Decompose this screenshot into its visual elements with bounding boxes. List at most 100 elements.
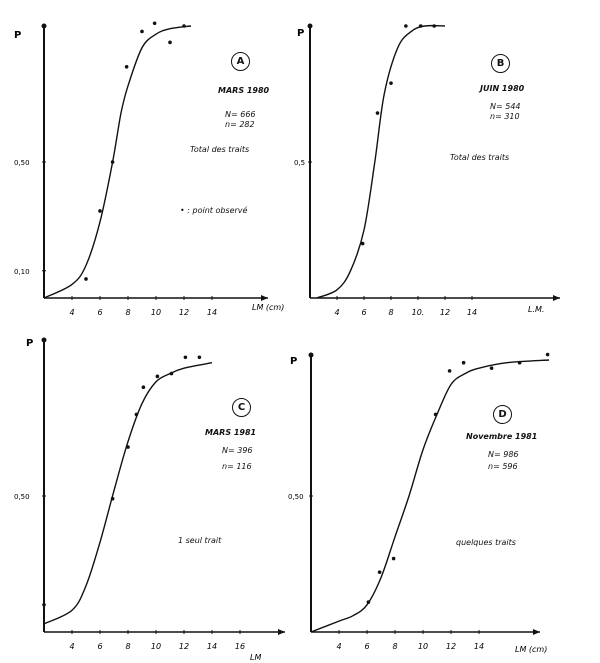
panel-d-x-label: LM (cm) [515,645,547,654]
panel-c-observed-point [134,412,139,417]
panel-a-n: n= 282 [225,120,255,129]
panel-d-observed-point [447,369,452,373]
panel-d-observed-point [391,556,396,561]
panel-b-N: N= 544 [490,102,521,111]
panel-a-note: Total des traits [190,145,250,154]
panel-d-y-label: P [290,356,297,367]
panel-c-observed-point [126,445,130,449]
panel-a-observed-point [98,209,102,213]
panel-d-observed-point [366,600,371,604]
panel-a-x-tick-label: 10 [151,308,161,317]
panel-b-x-label: L.M. [528,305,544,314]
panel-a-x-label: LM (cm) [252,303,284,312]
panel-a-y-tick-label: 0,10 [14,268,30,276]
panel-a-y-tick-label: 0,50 [14,159,30,167]
panel-d-n: n= 596 [488,462,518,471]
panel-d-observed-point [433,412,438,417]
panel-c-note: 1 seul trait [178,536,222,545]
panel-a-observed-point [152,21,157,26]
panel-b-observed-point [418,24,423,28]
panel-b-x-tick-label: 10. [412,308,425,317]
panel-d-fitted-curve [310,359,550,633]
panel-c: 4 6 8 10 12 14 16 0,50 P LM [14,337,285,662]
panel-a-observed-point [182,24,186,28]
panel-c-observed-point [169,371,174,376]
panel-b-fitted-curve [316,24,446,299]
panel-d-x-tick-label: 8 [392,642,397,651]
panel-d-N: N= 986 [488,450,519,459]
panel-c-x-tick-label: 8 [125,642,130,651]
panel-a-x-tick-label: 8 [125,308,130,317]
panel-b-x-tick-label: 6 [361,308,366,317]
panel-b-observed-point [360,241,365,246]
panel-c-x-label: LM [250,653,261,662]
panel-d-x-tick-label: 12 [446,642,456,651]
panel-b: 4 6 8 10. 12 14 0,5 P L.M. [294,23,560,317]
panel-c-x-tick-label: 12 [179,642,189,651]
panel-d-observed-point [461,360,466,365]
panel-a-x-tick-label: 12 [179,308,189,317]
panel-c-observed-point [110,496,115,501]
panel-c-observed-point [141,385,146,390]
panel-c-observed-point [183,355,188,360]
panel-b-x-tick-label: 8 [388,308,393,317]
panel-d-x-tick-label: 4 [336,642,341,651]
panel-b-note: Total des traits [450,153,510,162]
panel-d-observed-point [517,360,522,365]
panel-b-x-arrow [553,295,560,301]
panel-c-x-tick-label: 10 [151,642,161,651]
panel-b-label: B [491,54,510,73]
panel-a-observed-point [110,160,115,164]
panel-b-x-tick-label: 4 [334,308,339,317]
panel-a-fitted-curve [43,25,192,299]
panel-b-y-arrow [307,23,313,29]
panel-d-observed-point [545,352,550,357]
panel-c-N: N= 396 [222,446,253,455]
panel-d: 4 6 8 10 12 14 0,50 P LM (cm) [288,352,550,654]
panel-b-observed-point [375,111,380,115]
panel-b-y-label: P [297,28,304,39]
panel-c-x-tick-label: 6 [97,642,102,651]
panel-a-label: A [231,52,250,71]
panel-a-y-arrow [41,23,47,29]
panel-d-observed-point [377,570,382,574]
panel-c-fitted-curve [43,362,213,625]
panel-b-observed-point [404,24,408,28]
panel-a: 4 6 8 10 12 14 0,10 0,50 P LM (cm) [14,21,284,317]
panel-a-observed-point [84,277,88,281]
panel-c-x-tick-label: 16 [235,642,245,651]
panel-a-legend: • : point observé [180,206,248,215]
panel-a-x-tick-label: 6 [97,308,102,317]
panel-a-x-arrow [261,295,268,301]
panel-a-N: N= 666 [225,110,256,119]
panel-b-n: n= 310 [490,112,520,121]
panel-a-observed-point [140,29,144,34]
panel-c-x-arrow [278,629,285,635]
panel-c-x-tick-label: 14 [207,642,217,651]
panel-b-observed-point [432,24,437,28]
panel-a-x-tick-label: 14 [207,308,217,317]
panel-a-x-tick-label: 4 [69,308,74,317]
panel-d-title: Novembre 1981 [466,432,538,441]
panel-c-observed-point [197,355,202,360]
panel-c-y-label: P [26,338,33,349]
panel-a-y-label: P [14,30,21,41]
panel-d-y-arrow [308,352,314,358]
panel-b-x-tick-label: 14 [467,308,477,317]
panel-d-x-arrow [533,629,540,635]
panel-c-observed-point [155,374,160,379]
panel-a-title: MARS 1980 [218,86,270,95]
panel-b-observed-point [389,81,393,85]
panel-c-observed-point [42,603,46,607]
panel-d-x-tick-label: 6 [364,642,369,651]
panel-b-x-tick-label: 12 [440,308,450,317]
panel-d-y-tick-label: 0,50 [288,493,304,501]
panel-d-x-tick-label: 14 [474,642,484,651]
panel-b-y-tick-label: 0,5 [294,159,305,167]
panel-c-label: C [232,398,251,417]
panel-a-observed-point [168,40,172,45]
panel-c-y-arrow [41,337,47,343]
panel-d-note: quelques traits [456,538,516,547]
panel-c-y-tick-label: 0,50 [14,493,30,501]
